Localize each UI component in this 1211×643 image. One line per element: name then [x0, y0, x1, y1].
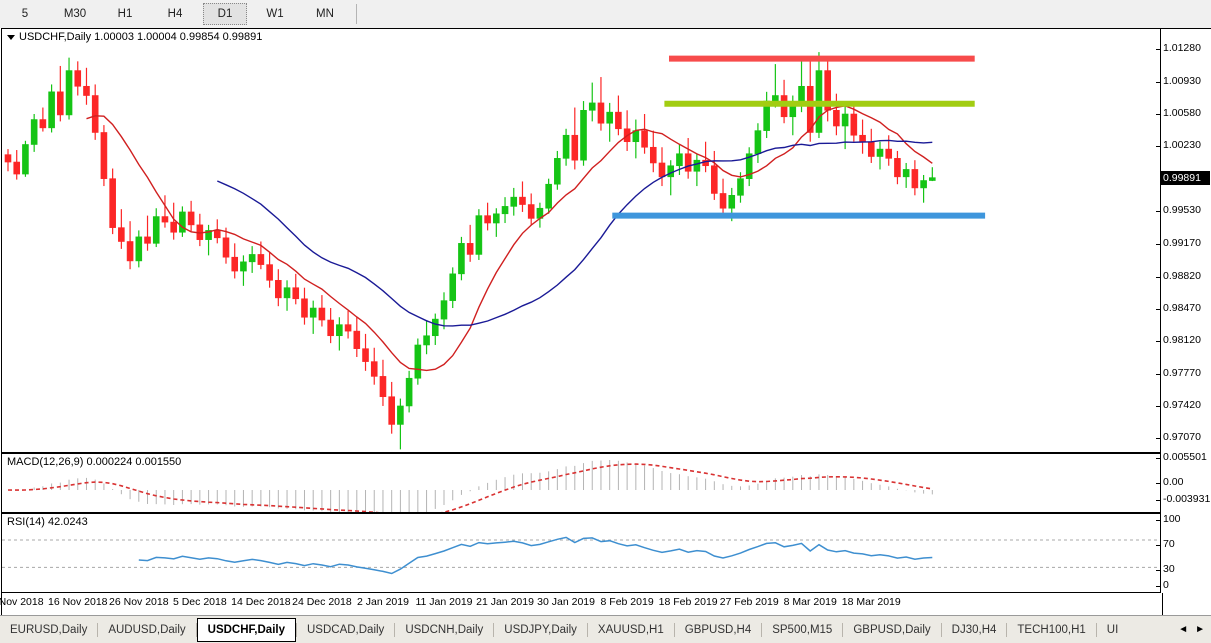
collapse-triangle-icon[interactable]: [7, 34, 15, 40]
macd-signal-line: [7, 463, 933, 512]
date-tick-label: 8 Feb 2019: [600, 596, 654, 608]
tab-scroll-left-icon[interactable]: ◄: [1178, 624, 1189, 635]
rsi-line: [138, 536, 933, 575]
tab-divider: [295, 622, 297, 637]
chart-tab-usdjpy-daily[interactable]: USDJPY,Daily: [504, 623, 577, 636]
date-tick-label: 18 Mar 2019: [841, 596, 901, 608]
chart-tab-xauusd-h1[interactable]: XAUUSD,H1: [597, 623, 664, 636]
macd-label: MACD(12,26,9) 0.000224 0.001550: [7, 456, 182, 468]
date-tick-label: 24 Dec 2018: [292, 596, 352, 608]
tab-divider: [1095, 622, 1097, 637]
date-tick-label: 7 Nov 2018: [0, 596, 44, 608]
symbol-header: USDCHF,Daily 1.00003 1.00004 0.99854 0.9…: [7, 31, 262, 43]
ma-fast-line: [86, 105, 933, 372]
macd-histogram: [16, 460, 933, 512]
timeframe-button-d1[interactable]: D1: [203, 3, 247, 25]
timeframe-button-h1[interactable]: H1: [117, 8, 133, 20]
current-price-tag: 0.99891: [1160, 170, 1210, 185]
timeframe-button-mn[interactable]: MN: [316, 8, 334, 20]
rsi-panel[interactable]: RSI(14) 42.0243: [1, 513, 1161, 593]
chart-tab-eurusd-daily[interactable]: EURUSD,Daily: [10, 623, 88, 636]
candlestick-series: [4, 52, 936, 450]
rsi-label: RSI(14) 42.0243: [7, 516, 88, 528]
date-tick-label: 2 Jan 2019: [356, 596, 409, 608]
macd-canvas: [7, 460, 933, 512]
macd-panel[interactable]: MACD(12,26,9) 0.000224 0.001550: [1, 453, 1161, 513]
price-chart-panel[interactable]: USDCHF,Daily 1.00003 1.00004 0.99854 0.9…: [1, 28, 1161, 453]
rsi-scale: 100 70 30 0: [1156, 513, 1211, 593]
tab-divider: [761, 622, 763, 637]
chart-tab-audusd-daily[interactable]: AUDUSD,Daily: [108, 623, 186, 636]
date-tick-label: 11 Jan 2019: [415, 596, 473, 608]
tab-divider: [673, 622, 675, 637]
tab-divider: [842, 622, 844, 637]
macd-scale: 0.005501 0.00 -0.003931: [1156, 451, 1211, 513]
date-tick-label: 16 Nov 2018: [47, 596, 108, 608]
tab-divider: [97, 622, 99, 637]
chart-tab-gbpusd-h4[interactable]: GBPUSD,H4: [684, 623, 752, 636]
chart-tab-gbpusd-daily[interactable]: GBPUSD,Daily: [853, 623, 931, 636]
timeframe-toolbar: 5 M30 H1 H4 D1 W1 MN: [0, 0, 1211, 29]
toolbar-separator: [356, 4, 357, 24]
ma-slow-line: [217, 139, 933, 327]
chart-tab-dj30-h4[interactable]: DJ30,H4: [951, 623, 997, 636]
tab-divider: [195, 622, 197, 637]
symbol-header-text: USDCHF,Daily 1.00003 1.00004 0.99854 0.9…: [19, 31, 263, 43]
timeframe-button-w1[interactable]: W1: [266, 8, 284, 20]
tab-scroll-right-icon[interactable]: ►: [1195, 624, 1205, 635]
price-scale[interactable]: 1.01280 1.00930 1.00580 1.00230 0.99891 0.995…: [1156, 28, 1211, 455]
date-tick-label: 21 Jan 2019: [476, 596, 534, 608]
date-tick-label: 30 Jan 2019: [537, 596, 595, 608]
date-tick-label: 26 Nov 2018: [109, 596, 169, 608]
chart-tab-tech100-h1[interactable]: TECH100,H1: [1017, 623, 1086, 636]
rsi-canvas: [2, 536, 1160, 575]
tab-divider: [394, 622, 396, 637]
chart-tab-usdcad-daily[interactable]: USDCAD,Daily: [306, 623, 385, 636]
tab-scroll-controls: ◄ ►: [1178, 624, 1211, 635]
chart-tab-bar: EURUSD,Daily AUDUSD,Daily USDCHF,Daily USDC…: [0, 615, 1211, 643]
chart-frame: USDCHF,Daily 1.00003 1.00004 0.99854 0.9…: [0, 28, 1211, 615]
date-tick-label: 5 Dec 2018: [172, 596, 227, 608]
chart-tab-ui[interactable]: UI: [1106, 623, 1119, 636]
chart-tab-sp500-m15[interactable]: SP500,M15: [772, 623, 833, 636]
tab-divider: [493, 622, 495, 637]
date-tick-label: 27 Feb 2019: [719, 596, 779, 608]
tab-divider: [940, 622, 942, 637]
timeframe-button-m30[interactable]: M30: [63, 8, 87, 20]
price-chart-canvas: [4, 52, 986, 450]
timeframe-button-5[interactable]: 5: [21, 8, 29, 20]
date-tick-label: 18 Feb 2019: [658, 596, 718, 608]
timeframe-button-h4[interactable]: H4: [167, 8, 183, 20]
chart-tab-usdcnh-daily[interactable]: USDCNH,Daily: [405, 623, 484, 636]
chart-tab-usdchf-daily[interactable]: USDCHF,Daily: [196, 617, 296, 642]
date-tick-label: 8 Mar 2019: [783, 596, 837, 608]
tab-divider: [586, 622, 588, 637]
timeframe-buttons: 5 M30 H1 H4 D1 W1 MN: [0, 0, 357, 28]
date-tick-label: 14 Dec 2018: [231, 596, 291, 608]
tab-divider: [1006, 622, 1008, 637]
